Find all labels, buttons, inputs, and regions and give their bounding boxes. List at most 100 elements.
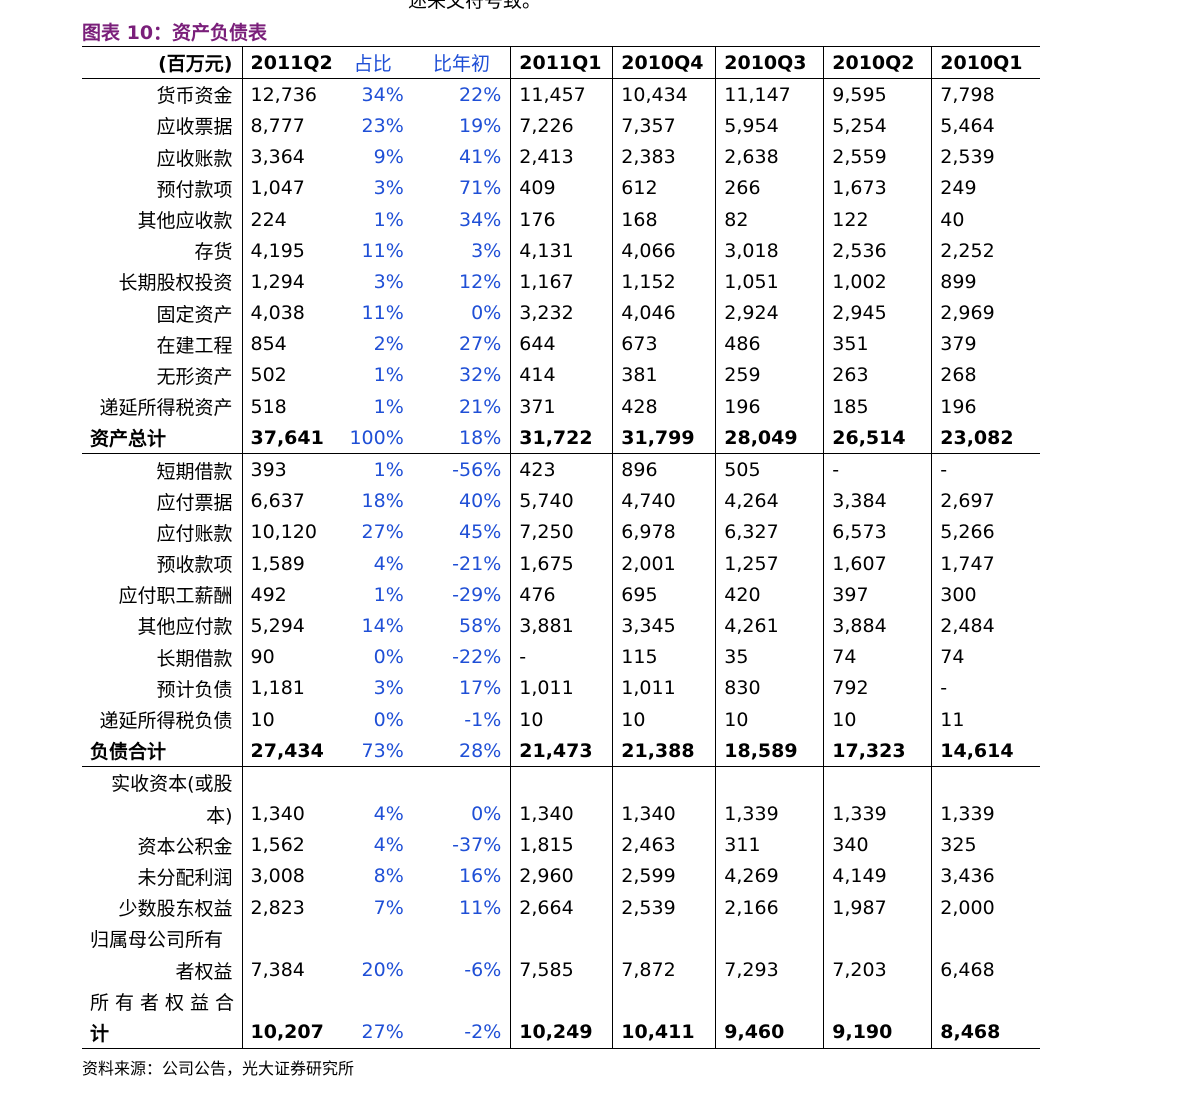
table-cell: 11% — [361, 302, 404, 325]
table-row: 资产总计 37,641 100% 18% 31,722 31,799 28,049 26,51… — [82, 422, 1040, 455]
table-cell: 40% — [412, 485, 512, 517]
table-cell: 379 — [940, 333, 977, 356]
table-cell: 3,884 — [823, 610, 933, 642]
table-cell: 3,018 — [715, 235, 825, 267]
table-row: 无形资产 502 1% 32% 414 381 259 263 268 — [82, 359, 1040, 392]
table-cell: 486 — [715, 328, 825, 360]
table-cell: 2,383 — [612, 141, 717, 173]
table-cell: 40 — [940, 208, 965, 231]
table-cell: -21% — [412, 548, 512, 580]
table-cell: 7,798 — [940, 83, 995, 106]
row-label: 货币资金 — [82, 78, 243, 111]
table-cell: 2,484 — [940, 614, 995, 637]
table-cell: 5,266 — [940, 521, 995, 544]
table-cell: 4,264 — [715, 485, 825, 517]
table-cell: 1,675 — [510, 548, 614, 580]
table-cell: 2,559 — [823, 141, 933, 173]
table-cell: 3,364 — [250, 146, 305, 169]
table-cell: 196 — [940, 395, 977, 418]
table-cell: 115 — [612, 641, 717, 673]
table-cell: 414 — [510, 359, 614, 392]
table-cell: 1% — [373, 208, 404, 231]
table-cell: 423 — [510, 453, 614, 486]
table-cell: 23% — [361, 114, 404, 137]
header-col: 2011Q1 — [510, 45, 614, 80]
table-cell: 18,589 — [715, 735, 825, 768]
table-cell: - — [940, 459, 948, 482]
table-cell: -2% — [412, 1016, 512, 1049]
table-cell: 2,599 — [612, 860, 717, 893]
row-label: 归属母公司所有 — [82, 923, 243, 955]
table-cell — [823, 766, 933, 799]
table-cell: 1% — [373, 583, 404, 606]
table-cell: 1,181 — [250, 677, 305, 700]
table-body: 货币资金 12,736 34% 22% 11,457 10,434 11,147 9,595 7… — [82, 78, 1040, 1049]
table-cell: 9,460 — [715, 1016, 825, 1049]
table-cell: 1,340 — [612, 798, 717, 830]
table-cell: 100% — [332, 422, 413, 455]
table-cell — [612, 923, 717, 955]
header-col: 2010Q3 — [715, 45, 825, 80]
table-row: 未分配利润 3,008 8% 16% 2,960 2,599 4,269 4,149 3,436 — [82, 860, 1040, 893]
table-cell: 28% — [412, 735, 512, 768]
table-cell: 1,562 — [250, 834, 305, 857]
table-row: 少数股东权益 2,823 7% 11% 2,664 2,539 2,166 1,987 2,00… — [82, 892, 1040, 924]
table-cell: -56% — [412, 453, 512, 486]
table-cell: 4,269 — [715, 860, 825, 893]
table-cell: 2,539 — [612, 892, 717, 924]
table-row: 固定资产 4,038 11% 0% 3,232 4,046 2,924 2,945 2,969 — [82, 297, 1040, 329]
table-row: 计 10,207 27% -2% 10,249 10,411 9,460 9,190 8,468 — [82, 1016, 1040, 1049]
table-cell — [932, 767, 1040, 799]
table-cell: 4,261 — [715, 610, 825, 642]
table-cell: 351 — [823, 328, 933, 360]
row-label: 实收资本(或股 — [82, 766, 243, 799]
table-cell: 518 — [250, 395, 287, 418]
table-cell: 2,960 — [510, 860, 614, 893]
table-cell: 10 — [823, 703, 933, 736]
table-cell: 122 — [823, 203, 933, 236]
table-row: 在建工程 854 2% 27% 644 673 486 351 379 — [82, 328, 1040, 360]
table-cell: 3,436 — [940, 865, 995, 888]
table-cell: 1,152 — [612, 266, 717, 298]
table-cell: 2,697 — [940, 490, 995, 513]
table-cell: 381 — [612, 359, 717, 392]
header-col: 2010Q4 — [612, 45, 717, 80]
table-cell: 4,195 — [250, 239, 305, 262]
table-cell: 2,664 — [510, 892, 614, 924]
table-cell: 224 — [250, 208, 287, 231]
table-cell: 176 — [510, 203, 614, 236]
table-cell: 82 — [715, 203, 825, 236]
header-col: 2010Q1 — [931, 45, 1040, 80]
table-cell: 9,190 — [823, 1016, 933, 1049]
header-col: 2010Q2 — [823, 45, 933, 80]
table-cell: 12% — [412, 266, 512, 298]
table-cell: 2,252 — [940, 239, 995, 262]
table-row: 短期借款 393 1% -56% 423 896 505- - — [82, 453, 1040, 486]
table-cell: 263 — [823, 359, 933, 392]
table-cell: 896 — [612, 453, 717, 486]
table-row: 货币资金 12,736 34% 22% 11,457 10,434 11,147 9,595 7… — [82, 78, 1040, 111]
table-cell: 14% — [361, 614, 404, 637]
table-row: 应付票据 6,637 18% 40% 5,740 4,740 4,264 3,384 2,697 — [82, 485, 1040, 517]
table-cell: 268 — [940, 364, 977, 387]
table-cell: 1,002 — [823, 266, 933, 298]
table-cell: 22% — [412, 78, 512, 111]
table-row: 所有者权益合 — [82, 985, 1040, 1017]
table-row: 应付账款 10,120 27% 45% 7,250 6,978 6,327 6,573 5,26… — [82, 516, 1040, 548]
header-col: 占比 — [332, 45, 413, 80]
table-cell: 196 — [715, 391, 825, 423]
table-cell: 5,294 — [250, 614, 305, 637]
table-cell: 27,434 — [242, 735, 333, 768]
header-row: (百万元) 2011Q2 占比 比年初 2011Q1 2010Q4 2010Q3… — [82, 45, 1040, 80]
table-cell — [412, 923, 512, 955]
table-cell: 7,872 — [612, 954, 717, 986]
table-cell: 45% — [412, 516, 512, 548]
table-cell: 1,340 — [510, 798, 614, 830]
table-cell — [715, 923, 825, 955]
table-cell: 3,008 — [250, 865, 305, 888]
table-cell: 1% — [373, 395, 404, 418]
table-row: 应收票据 8,777 23% 19% 7,226 7,357 5,954 5,254 5,464 — [82, 110, 1040, 142]
table-cell: 17% — [412, 672, 512, 704]
table-cell: 0% — [373, 646, 404, 669]
table-cell: 10 — [510, 703, 614, 736]
